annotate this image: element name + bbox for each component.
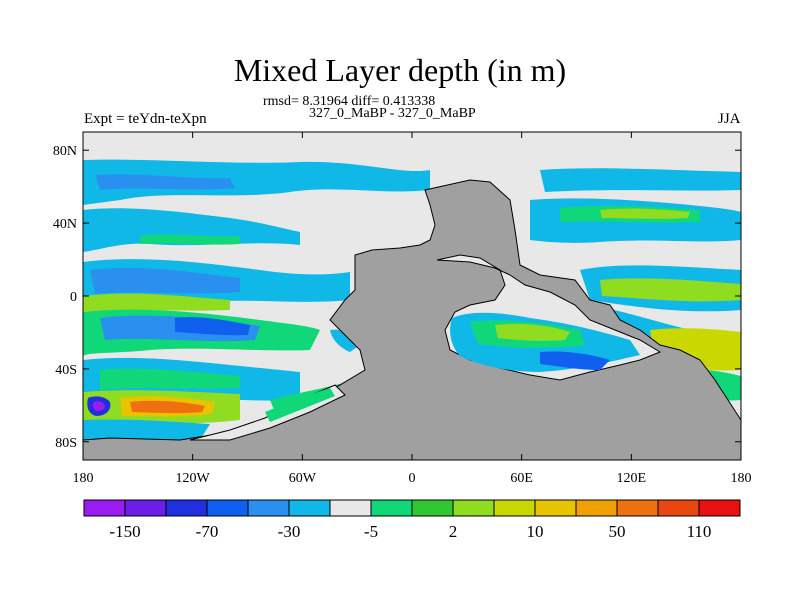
colorbar-swatch (411, 499, 454, 517)
chart-subtitle: 327_0_MaBP - 327_0_MaBP (309, 106, 476, 121)
field-patch (83, 419, 210, 442)
experiment-label: Expt = teYdn-teXpn (84, 111, 207, 127)
land-mass (83, 179, 741, 460)
ocean-patch (265, 388, 335, 422)
colorbar-swatch (329, 499, 372, 517)
colorbar-label: -150 (109, 522, 140, 541)
field-patch (130, 400, 205, 414)
colorbar-swatch (83, 499, 126, 517)
colorbar-label: -70 (196, 522, 219, 541)
ocean-patch (495, 323, 570, 341)
colorbar-label: 2 (449, 522, 458, 541)
colorbar-swatch (534, 499, 577, 517)
colorbar-label: -5 (364, 522, 378, 541)
colorbar-swatch (370, 499, 413, 517)
x-tick-label: 0 (409, 471, 416, 486)
stats-line: rmsd= 8.31964 diff= 0.413338 (263, 94, 436, 109)
field-patch (83, 159, 430, 205)
colorbar-label: -30 (278, 522, 301, 541)
colorbar-swatch (124, 499, 167, 517)
colorbar-label: 50 (609, 522, 626, 541)
field-patch (95, 174, 235, 190)
x-tick-label: 180 (73, 471, 94, 486)
colorbar (83, 499, 741, 517)
colorbar-swatch (165, 499, 208, 517)
colorbar-labels: -150 -70 -30 -5 2 10 50 110 (109, 522, 711, 541)
colorbar-swatch (616, 499, 659, 517)
field-patch (600, 208, 690, 219)
map-field (83, 132, 741, 460)
season-label: JJA (718, 111, 741, 127)
field-patch (90, 267, 240, 294)
y-tick-label: 80N (53, 144, 77, 159)
y-tick-label: 40S (55, 363, 77, 378)
y-tick-label: 0 (70, 290, 77, 305)
field-patch (100, 368, 240, 390)
field-patch (540, 168, 741, 192)
x-axis: 180 120W 60W 0 60E 120E 180 (73, 132, 752, 486)
field-patch (83, 208, 300, 252)
field-patch (600, 278, 741, 302)
colorbar-swatch (698, 499, 741, 517)
colorbar-swatch (206, 499, 249, 517)
colorbar-swatch (493, 499, 536, 517)
field-patch (140, 234, 240, 245)
colorbar-swatch (452, 499, 495, 517)
colorbar-swatch (288, 499, 331, 517)
field-patch (92, 401, 105, 412)
colorbar-label: 110 (687, 522, 712, 541)
chart-title: Mixed Layer depth (in m) (233, 52, 567, 88)
x-tick-label: 60E (510, 471, 533, 486)
colorbar-swatch (657, 499, 700, 517)
y-tick-label: 40N (53, 217, 77, 232)
y-axis: 80N 40N 0 40S 80S (53, 144, 741, 451)
x-tick-label: 120W (176, 471, 211, 486)
colorbar-swatch (575, 499, 618, 517)
x-tick-label: 60W (289, 471, 317, 486)
x-tick-label: 120E (617, 471, 647, 486)
colorbar-swatch (247, 499, 290, 517)
colorbar-label: 10 (527, 522, 544, 541)
x-tick-label: 180 (731, 471, 752, 486)
y-tick-label: 80S (55, 436, 77, 451)
ocean-patch (540, 351, 610, 370)
field-patch (175, 317, 250, 336)
field-patch (83, 293, 230, 312)
